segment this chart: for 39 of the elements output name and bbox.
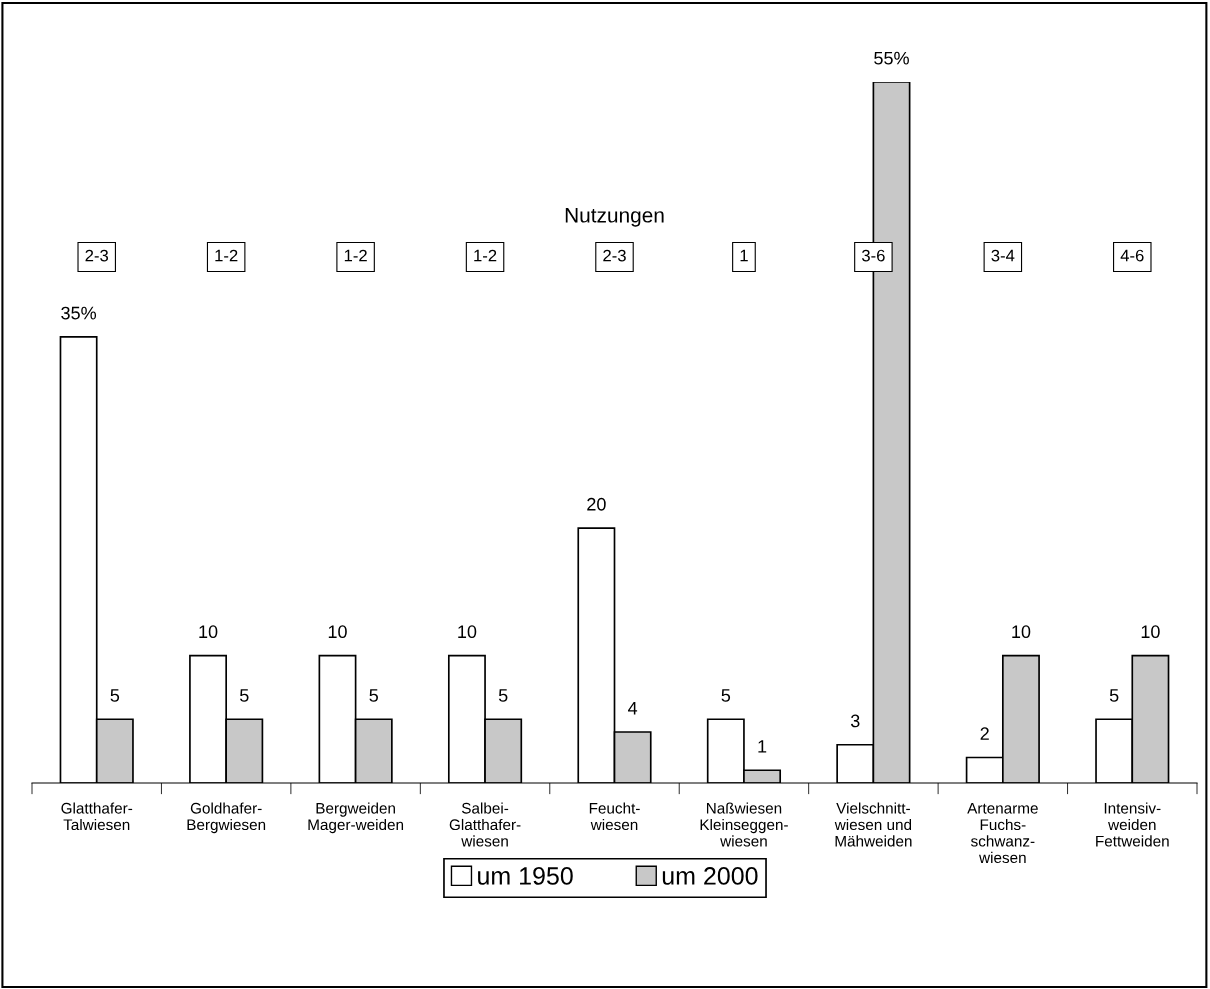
x-tick-label: Artenarme Fuchs- schwanz- wiesen [967, 803, 1038, 864]
x-tick-label: Intensiv- weiden Fettweiden [1096, 802, 1169, 847]
annotation: Nutzungen [565, 208, 664, 227]
data-label: 5 [110, 689, 120, 702]
x-tick-label: Glatthafer- Talwiesen [61, 802, 133, 831]
data-label: 10 [328, 625, 347, 639]
x-tick-label: Goldhafer- Bergwiesen [187, 802, 266, 834]
annotation: 3-6 [861, 249, 885, 262]
data-label: 3 [850, 714, 860, 728]
data-label: 10 [458, 625, 477, 639]
data-label: 4 [628, 701, 638, 715]
legend-label: um 1950 [478, 867, 573, 885]
annotation: 1-2 [344, 249, 367, 262]
data-label: 5 [498, 689, 508, 702]
data-label: 35% [61, 306, 97, 320]
data-label: 10 [199, 625, 218, 639]
annotation: 3-4 [991, 249, 1015, 262]
x-tick-label: Vielschnitt- wiesen und Mähweiden [834, 802, 912, 847]
annotation: 1-2 [215, 249, 238, 262]
x-tick-label: Naßwiesen Kleinseggen- wiesen [700, 802, 788, 847]
annotation: 4-6 [1120, 249, 1144, 262]
data-label: 20 [587, 497, 606, 511]
data-label: 55% [874, 51, 909, 65]
annotation: 1-2 [474, 249, 497, 262]
x-tick-label: Bergweiden Mager-weiden [308, 802, 404, 834]
data-label: 10 [1141, 625, 1160, 639]
data-label: 5 [1109, 689, 1119, 702]
data-label: 5 [369, 689, 378, 702]
annotation: 2-3 [85, 249, 109, 262]
x-tick-label: Feucht- wiesen [589, 802, 640, 831]
annotation: 1 [740, 249, 748, 262]
data-label: 1 [758, 740, 767, 753]
annotation: 2-3 [603, 249, 626, 262]
legend-label: um 2000 [662, 867, 758, 885]
data-label: 10 [1012, 625, 1031, 639]
data-label: 5 [239, 689, 249, 702]
data-label: 5 [721, 689, 731, 702]
x-tick-label: Salbei- Glatthafer- wiesen [449, 802, 521, 847]
data-label: 2 [980, 727, 989, 740]
